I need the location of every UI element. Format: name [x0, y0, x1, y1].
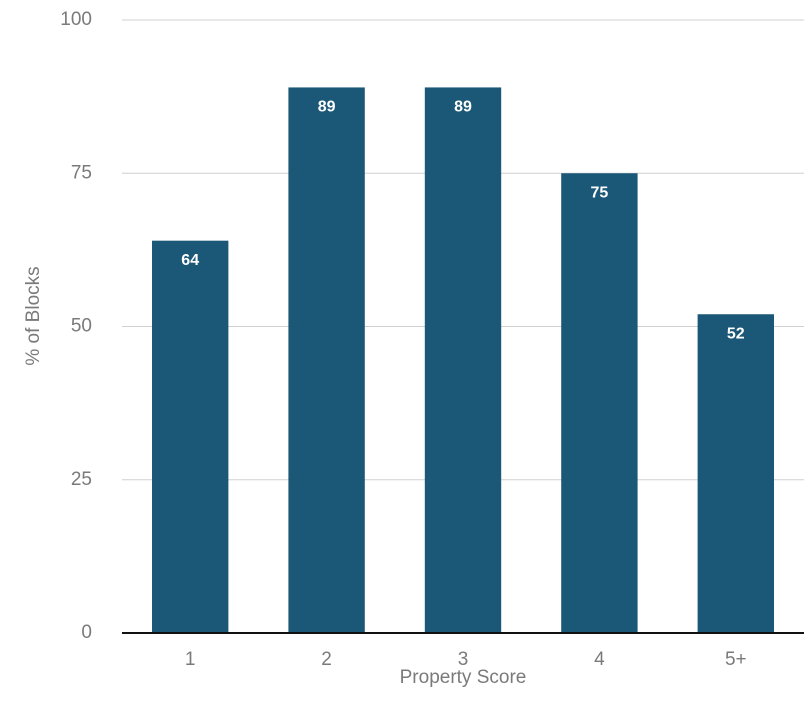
bar — [288, 87, 365, 634]
x-tick-label: 2 — [321, 649, 332, 670]
y-tick-label: 75 — [71, 162, 92, 183]
y-tick-label: 50 — [71, 316, 92, 337]
bar — [561, 173, 638, 633]
bar — [697, 314, 774, 633]
bar — [424, 87, 502, 634]
y-axis-label: % of Blocks — [23, 266, 44, 365]
y-tick-label: 100 — [60, 9, 92, 30]
y-tick-label: 25 — [71, 469, 92, 490]
x-tick-label: 3 — [458, 649, 469, 670]
value-label: 75 — [591, 184, 609, 201]
value-label: 52 — [727, 325, 745, 342]
bar — [152, 240, 229, 633]
value-label: 89 — [454, 99, 472, 116]
x-axis-label: Property Score — [400, 667, 527, 688]
y-tick-label: 0 — [81, 622, 92, 643]
value-label: 64 — [181, 252, 199, 269]
x-tick-label: 4 — [594, 649, 605, 670]
value-label: 89 — [318, 99, 336, 116]
x-tick-label: 1 — [185, 649, 196, 670]
x-tick-label: 5+ — [725, 649, 747, 670]
